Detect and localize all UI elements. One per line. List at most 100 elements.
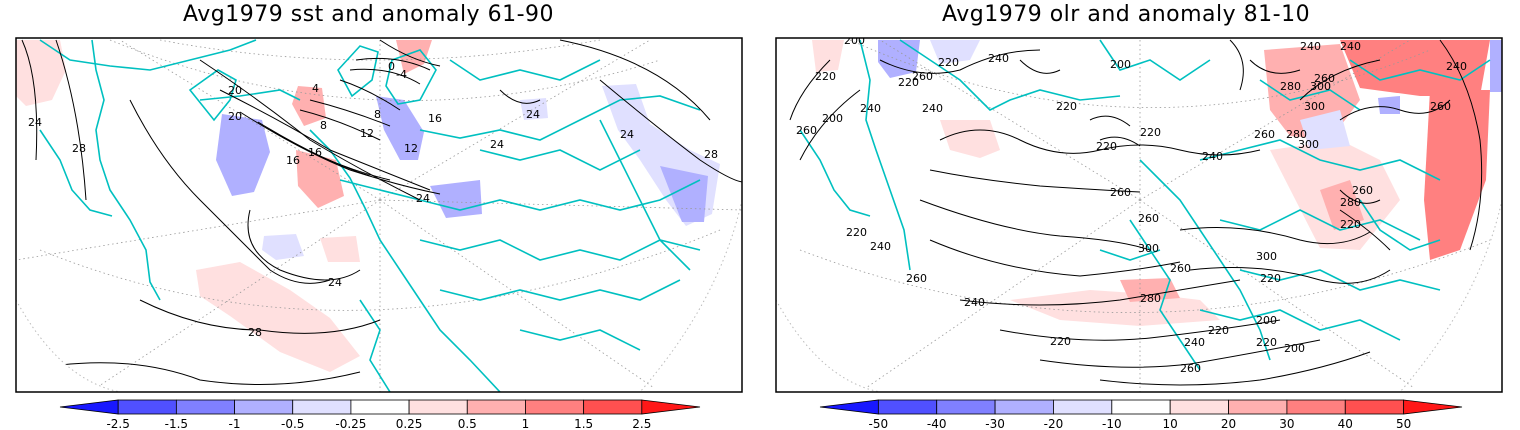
colorbar-tick-label: -30 — [985, 417, 1005, 430]
right-map-frame — [775, 37, 1503, 393]
contour-label: 300 — [1298, 138, 1319, 151]
left-map-panel: 24 28 20 16 12 8 4 0 -4 8 16 12 16 24 24… — [16, 38, 742, 392]
contour-label: 240 — [1446, 60, 1467, 73]
contour-label: 200 — [1284, 342, 1305, 355]
contour-label: 240 — [1300, 40, 1321, 53]
contour-label: 260 — [1170, 262, 1191, 275]
left-graticule — [16, 39, 742, 392]
right-panel-title: Avg1979 olr and anomaly 81-10 — [942, 2, 1311, 27]
contour-label: 280 — [1340, 196, 1361, 209]
right-coastlines — [799, 39, 1491, 371]
contour-label: 24 — [490, 138, 504, 151]
colorbar-tick-label: 1 — [522, 417, 530, 430]
contour-label: 260 — [1352, 184, 1373, 197]
colorbar-cell — [641, 399, 701, 415]
colorbar-tick-label: -0.5 — [281, 417, 304, 430]
colorbar-cell — [234, 399, 294, 415]
left-map-frame — [15, 37, 743, 393]
colorbar-cell — [1344, 399, 1405, 415]
colorbar-tick-label: 20 — [1221, 417, 1236, 430]
colorbar-tick-label: -50 — [869, 417, 889, 430]
colorbar-cell — [350, 399, 410, 415]
contour-label: 220 — [938, 56, 959, 69]
contour-label: 220 — [1140, 126, 1161, 139]
colorbar-cell — [877, 399, 938, 415]
contour-label: 12 — [360, 127, 374, 140]
right-map-panel: 200 220 240 260 260 220 240 200 220 240 … — [776, 38, 1502, 392]
contour-label: 24 — [416, 192, 430, 205]
contour-label: 220 — [1096, 140, 1117, 153]
contour-label: 280 — [1280, 80, 1301, 93]
colorbar-cell — [59, 399, 119, 415]
contour-label: 220 — [1256, 336, 1277, 349]
contour-label: 220 — [1050, 335, 1071, 348]
contour-label: 24 — [328, 276, 342, 289]
contour-label: 24 — [620, 128, 634, 141]
right-contours — [789, 39, 1483, 386]
contour-label: 300 — [1310, 80, 1331, 93]
contour-label: 220 — [1208, 324, 1229, 337]
right-colorbar: -50 -40 -30 -20 -10 10 20 30 40 50 — [819, 399, 1463, 430]
colorbar-tick-label: 0.25 — [396, 417, 423, 430]
colorbar-tick-label: -40 — [927, 417, 947, 430]
contour-label: 0 — [388, 60, 395, 73]
contour-label: 260 — [1180, 362, 1201, 375]
contour-label: 300 — [1304, 100, 1325, 113]
colorbar-tick-label: -10 — [1102, 417, 1122, 430]
contour-label: 28 — [72, 142, 86, 155]
contour-label: 240 — [1340, 40, 1361, 53]
contour-label: 28 — [248, 326, 262, 339]
colorbar-tick-label: -2.5 — [106, 417, 129, 430]
contour-label: 240 — [1184, 336, 1205, 349]
contour-label: 220 — [1260, 272, 1281, 285]
colorbar-cell — [292, 399, 352, 415]
contour-label: 300 — [1138, 242, 1159, 255]
colorbar-tick-label: -1 — [229, 417, 241, 430]
left-anomaly-shading — [16, 40, 720, 372]
right-anomaly-shading — [812, 40, 1502, 326]
contour-label: 8 — [374, 108, 381, 121]
contour-label: 220 — [898, 76, 919, 89]
contour-label: 260 — [796, 124, 817, 137]
contour-label: 240 — [964, 296, 985, 309]
contour-label: 240 — [988, 52, 1009, 65]
contour-label: 28 — [704, 148, 718, 161]
right-graticule — [799, 39, 1491, 392]
contour-label: 8 — [320, 119, 327, 132]
left-contours — [17, 39, 742, 385]
contour-label: 260 — [912, 70, 933, 83]
colorbar-cell — [1053, 399, 1113, 415]
contour-label: 220 — [1056, 100, 1077, 113]
colorbar-tick-label: 1.5 — [574, 417, 593, 430]
contour-label: 240 — [922, 102, 943, 115]
colorbar-tick-label: 10 — [1163, 417, 1178, 430]
colorbar-cell — [466, 399, 526, 415]
contour-label: 260 — [906, 272, 927, 285]
contour-label: 12 — [404, 142, 418, 155]
colorbar-cell — [1403, 399, 1463, 415]
contour-label: 200 — [1256, 314, 1277, 327]
colorbar-cell — [936, 399, 996, 415]
contour-label: 280 — [1140, 292, 1161, 305]
contour-label: 220 — [1340, 218, 1361, 231]
contour-label: 260 — [1314, 72, 1335, 85]
colorbar-cell — [994, 399, 1054, 415]
colorbar-cell — [1169, 399, 1229, 415]
contour-label: 24 — [526, 108, 540, 121]
contour-label: 4 — [312, 82, 319, 95]
contour-label: 24 — [28, 116, 42, 129]
contour-label: 260 — [1138, 212, 1159, 225]
contour-label: 16 — [286, 154, 300, 167]
colorbar-cell — [819, 399, 879, 415]
colorbar-tick-label: 2.5 — [632, 417, 651, 430]
contour-label: 20 — [228, 84, 242, 97]
contour-label: 200 — [822, 112, 843, 125]
contour-label: 220 — [815, 70, 836, 83]
colorbar-cell — [408, 399, 468, 415]
colorbar-tick-label: -20 — [1044, 417, 1064, 430]
colorbar-tick-label: -1.5 — [165, 417, 188, 430]
colorbar-tick-label: 0.5 — [458, 417, 477, 430]
contour-label: 16 — [428, 112, 442, 125]
colorbar-tick-label: 30 — [1279, 417, 1294, 430]
